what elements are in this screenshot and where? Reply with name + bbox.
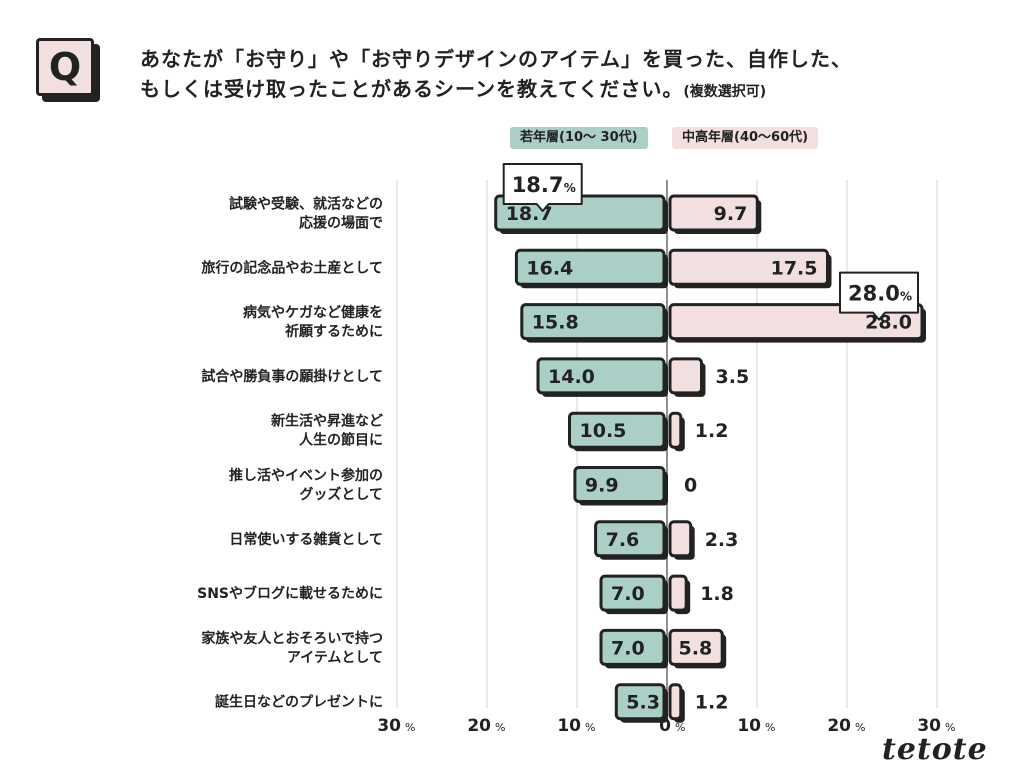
question-text: あなたが「お守り」や「お守りデザインのアイテム」を買った、自作した、 もしくは受… (140, 44, 1000, 107)
category-label: 応援の場面で (299, 215, 383, 232)
question-badge: Q (36, 38, 100, 102)
bar-young-value: 7.0 (611, 583, 645, 605)
callout-value: 18.7 (512, 173, 564, 197)
bar-old-value: 9.7 (714, 203, 748, 225)
bar-old (668, 628, 724, 666)
category-label: 人生の節目に (299, 432, 383, 449)
callout-box (502, 163, 583, 212)
callout-box (839, 271, 919, 321)
category-label: 家族や友人とおそろいで持つ (201, 630, 383, 647)
bar-young-value: 15.8 (532, 312, 579, 334)
bar-old (668, 574, 688, 612)
axis-tick-label: 20 (827, 716, 851, 736)
bar-old-value: 1.2 (695, 692, 729, 714)
bar-young (573, 466, 666, 503)
bar-old (668, 411, 683, 449)
badge-letter: Q (36, 38, 94, 96)
bar-young (614, 683, 666, 721)
bar-old (668, 194, 759, 232)
bar-old-value: 17.5 (771, 257, 818, 279)
bar-old (668, 357, 703, 395)
bar-young (599, 574, 666, 612)
callout-unit: % (900, 290, 912, 304)
axis-tick-unit: % (405, 721, 415, 734)
axis-tick-unit: % (855, 721, 865, 734)
axis-tick-label: 30 (377, 716, 401, 736)
bar-old-value: 0 (684, 475, 697, 497)
bar-young-value: 16.4 (526, 257, 573, 279)
bar-old-value: 1.8 (700, 583, 734, 605)
axis-tick-label: 10 (737, 716, 761, 736)
axis-tick-unit: % (675, 721, 685, 734)
question-note: (複数選択可) (683, 84, 767, 100)
category-label: グッズとして (299, 486, 383, 503)
bar-young (594, 520, 666, 558)
brand-logo: tetote (882, 732, 988, 767)
question-line-1: あなたが「お守り」や「お守りデザインのアイテム」を買った、自作した、 (140, 47, 852, 71)
bar-young-value: 14.0 (548, 366, 595, 388)
bar-old (668, 520, 693, 558)
bar-old-value: 1.2 (695, 420, 729, 442)
bar-young (568, 411, 666, 449)
bar-young-value: 7.6 (606, 529, 640, 551)
axis-tick-unit: % (495, 721, 505, 734)
category-label: 誕生日などのプレゼントに (215, 694, 383, 711)
callout-unit: % (564, 181, 576, 195)
category-label: 病気やケガなど健康を (243, 304, 383, 321)
bar-young (514, 248, 666, 286)
question-line-2-wrap: もしくは受け取ったことがあるシーンを教えてください。(複数選択可) (140, 74, 1000, 107)
category-label: 試験や受験、就活などの (229, 196, 383, 213)
category-label: 新生活や昇進など (271, 413, 383, 430)
axis-tick-label: 20 (467, 716, 491, 736)
category-label: 祈願するために (285, 323, 383, 340)
category-label: アイテムとして (287, 650, 383, 666)
axis-tick-unit: % (765, 721, 775, 734)
bar-young (599, 628, 666, 666)
bar-young-value: 7.0 (611, 637, 645, 659)
callout-value: 28.0 (848, 282, 900, 306)
bar-old (668, 248, 829, 286)
bar-old-value: 28.0 (865, 312, 912, 334)
category-label: 推し活やイベント参加の (229, 467, 383, 484)
bar-young (520, 303, 666, 341)
axis-tick-unit: % (945, 721, 955, 734)
category-label: SNSやブログに載せるために (197, 585, 383, 602)
bar-young-value: 10.5 (580, 420, 627, 442)
category-label: 日常使いする雑貨として (229, 531, 383, 548)
bar-old-value: 5.8 (679, 637, 713, 659)
bar-old-value: 3.5 (716, 366, 750, 388)
legend-middle-aged: 中高年層(40〜60代) (672, 127, 819, 149)
category-label: 旅行の記念品やお土産として (201, 259, 383, 276)
axis-tick-label: 30 (917, 716, 941, 736)
category-label: 試合や勝負事の願掛けとして (201, 368, 383, 385)
axis-tick-label: 10 (557, 716, 581, 736)
legend-young: 若年層(10〜 30代) (510, 127, 648, 149)
bar-young (536, 357, 666, 395)
bar-young-value: 9.9 (585, 475, 619, 497)
axis-tick-unit: % (585, 721, 595, 734)
bar-old (668, 683, 683, 721)
bar-old-value: 2.3 (705, 529, 739, 551)
question-line-2: もしくは受け取ったことがあるシーンを教えてください。 (140, 77, 684, 101)
bar-young-value: 5.3 (626, 692, 660, 714)
